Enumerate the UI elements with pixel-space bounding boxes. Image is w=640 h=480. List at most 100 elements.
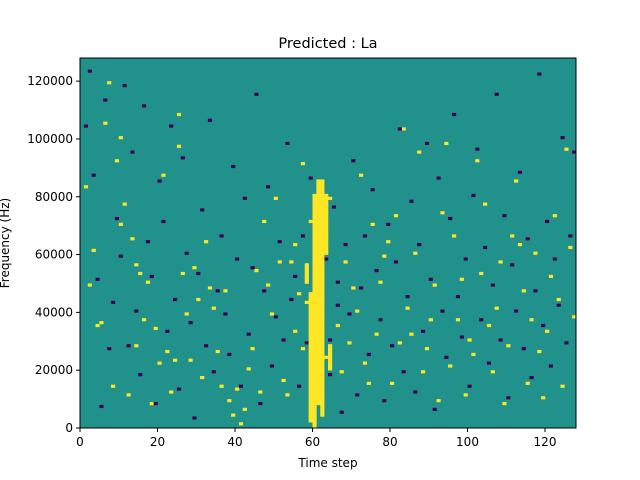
heatmap-cell-high	[320, 378, 325, 383]
heatmap-cell-low	[331, 205, 337, 209]
heatmap-cell-high	[316, 208, 321, 212]
heatmap-cell-high	[312, 378, 317, 383]
heatmap-cell-high	[320, 240, 325, 244]
heatmap-cell-high	[246, 367, 251, 371]
heatmap-cell-high	[316, 355, 321, 359]
heatmap-cell-high	[316, 216, 321, 221]
x-tick-label: 120	[534, 435, 557, 449]
heatmap-cell-high	[114, 159, 120, 163]
heatmap-cell-high	[118, 136, 123, 140]
heatmap-cell-high	[308, 407, 313, 411]
heatmap-cell-high	[316, 286, 321, 290]
plot-area	[79, 57, 577, 429]
heatmap-cell-high	[312, 260, 317, 264]
heatmap-cell-low	[153, 401, 158, 406]
heatmap-cell-high	[316, 274, 321, 278]
heatmap-cell-high	[324, 205, 329, 209]
x-tick-label: 40	[227, 435, 242, 449]
heatmap-cell-low	[328, 373, 333, 377]
heatmap-cell-high	[324, 251, 329, 255]
heatmap-cell-high	[312, 205, 317, 209]
heatmap-cell-low	[494, 92, 499, 96]
heatmap-cell-high	[126, 393, 131, 397]
heatmap-cell-low	[386, 222, 391, 226]
heatmap-cell-high	[316, 396, 321, 400]
heatmap-cell-low	[273, 315, 278, 319]
heatmap-cell-low	[200, 208, 205, 212]
heatmap-cell-high	[320, 347, 325, 351]
heatmap-cell-high	[316, 326, 321, 331]
heatmap-cell-high	[297, 292, 302, 296]
heatmap-cell-high	[312, 214, 317, 218]
heatmap-cell-high	[176, 112, 182, 117]
heatmap-cell-high	[320, 188, 325, 192]
heatmap-cell-high	[242, 407, 247, 411]
heatmap-cell-high	[316, 214, 321, 218]
y-tick-label: 60000	[35, 248, 73, 262]
heatmap-cell-high	[320, 384, 325, 388]
heatmap-cell-low	[545, 219, 550, 224]
heatmap-cell-low	[254, 92, 259, 96]
heatmap-cell-low	[161, 219, 166, 224]
heatmap-cell-high	[572, 315, 577, 319]
heatmap-cell-low	[231, 164, 236, 169]
heatmap-cell-high	[312, 352, 317, 357]
heatmap-cell-high	[335, 323, 340, 328]
heatmap-cell-high	[498, 260, 503, 264]
heatmap-cell-low	[428, 277, 433, 281]
x-axis-label: Time step	[297, 456, 357, 470]
heatmap-cell-high	[312, 318, 317, 322]
heatmap-cell-high	[316, 277, 321, 281]
heatmap-cell-high	[320, 326, 325, 331]
heatmap-cell-high	[312, 248, 317, 252]
heatmap-cell-low	[118, 254, 123, 258]
heatmap-cell-high	[320, 393, 325, 397]
heatmap-cell-high	[517, 243, 523, 247]
heatmap-cell-high	[316, 271, 321, 276]
heatmap-cell-high	[308, 335, 313, 339]
heatmap-cell-high	[312, 419, 317, 423]
heatmap-cell-high	[324, 216, 329, 221]
heatmap-cell-high	[541, 396, 546, 400]
heatmap-cell-high	[320, 341, 325, 345]
heatmap-cell-high	[316, 361, 321, 365]
heatmap-cell-low	[122, 84, 127, 88]
heatmap-cell-high	[502, 401, 507, 406]
heatmap-cell-high	[99, 321, 104, 325]
heatmap-cell-high	[316, 289, 321, 293]
heatmap-cell-high	[417, 150, 422, 154]
heatmap-cell-low	[378, 318, 383, 322]
heatmap-cell-high	[312, 390, 317, 394]
heatmap-cell-high	[312, 361, 317, 365]
heatmap-cells	[83, 69, 577, 429]
heatmap-cell-high	[316, 295, 321, 299]
heatmap-cell-high	[312, 413, 317, 417]
heatmap-cell-high	[343, 260, 348, 264]
y-tick-label: 100000	[27, 132, 73, 146]
heatmap-cell-high	[312, 321, 317, 325]
heatmap-cell-high	[308, 373, 313, 377]
heatmap-cell-high	[328, 361, 333, 365]
heatmap-cell-high	[312, 283, 317, 287]
heatmap-cell-high	[405, 306, 410, 310]
heatmap-cell-high	[320, 297, 325, 302]
heatmap-cell-low	[289, 297, 294, 302]
heatmap-cell-high	[308, 352, 313, 357]
heatmap-cell-high	[153, 326, 158, 331]
heatmap-cell-high	[320, 370, 325, 374]
heatmap-cell-high	[312, 349, 317, 354]
heatmap-cell-low	[149, 274, 154, 278]
heatmap-cell-high	[324, 231, 329, 235]
y-tick-label: 0	[65, 421, 73, 435]
heatmap-cell-high	[529, 318, 534, 322]
heatmap-cell-high	[316, 243, 321, 247]
heatmap-cell-low	[475, 147, 480, 151]
heatmap-cell-high	[320, 344, 325, 348]
heatmap-cell-high	[564, 147, 569, 151]
heatmap-cell-high	[316, 219, 321, 224]
heatmap-cell-high	[196, 297, 201, 302]
heatmap-cell-high	[320, 381, 325, 385]
heatmap-cell-high	[316, 269, 321, 273]
heatmap-cell-high	[320, 375, 325, 380]
heatmap-cell-high	[312, 292, 317, 296]
